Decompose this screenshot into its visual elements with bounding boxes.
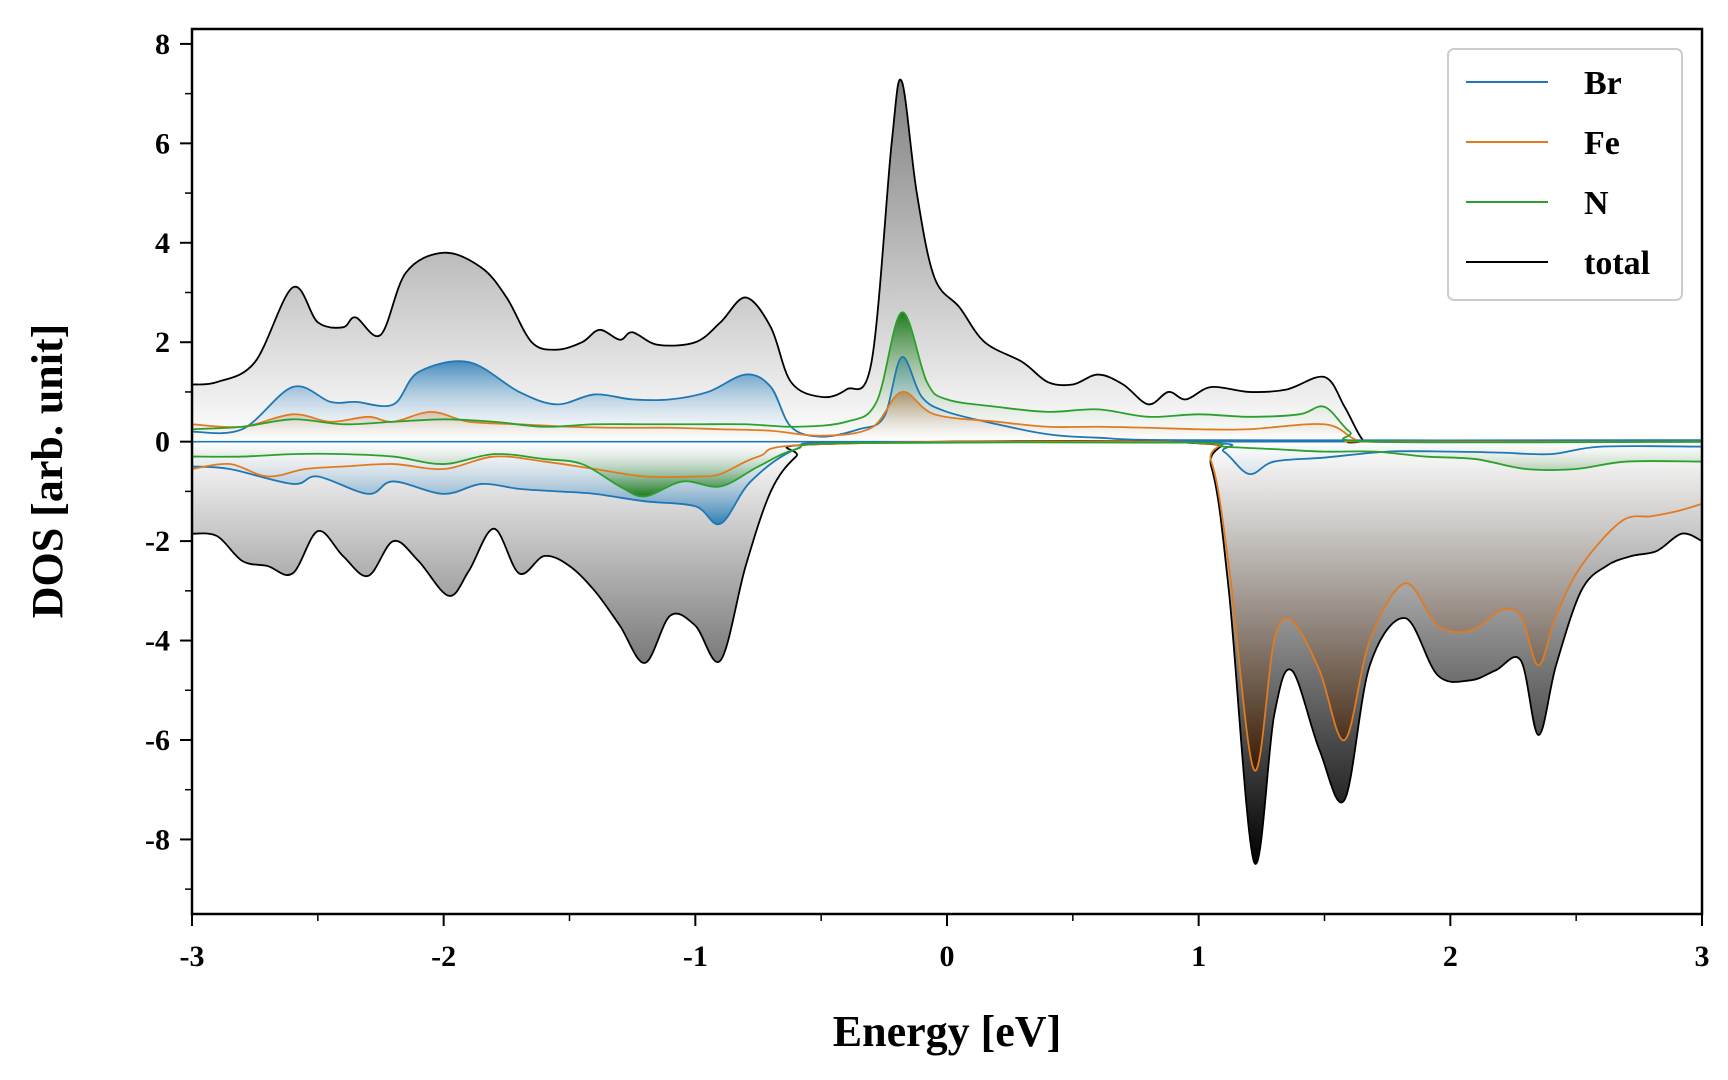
x-tick-label: 2 xyxy=(1443,940,1458,973)
fill-br-spin-up xyxy=(192,356,1702,442)
tick-layer: -3 -2 -1 0 1 2 3 -8 -6 -4 -2 0 2 4 6 8 xyxy=(145,28,1710,973)
x-tick-label: -3 xyxy=(180,940,205,973)
line-fe-spin-down xyxy=(192,440,1702,772)
x-axis-title: Energy [eV] xyxy=(833,1007,1062,1056)
y-tick-label: -2 xyxy=(145,525,170,558)
line-n-spin-up xyxy=(192,311,1702,444)
x-tick-label: 1 xyxy=(1191,940,1206,973)
y-tick-label: -6 xyxy=(145,724,170,757)
y-tick-label: 0 xyxy=(155,426,170,459)
legend-label-fe: Fe xyxy=(1584,125,1620,162)
y-tick-label: 6 xyxy=(155,127,170,160)
fill-n-spin-down xyxy=(192,441,1702,497)
legend-box xyxy=(1447,48,1683,301)
y-axis-title: DOS [arb. unit] xyxy=(23,324,72,619)
legend-label-n: N xyxy=(1584,185,1609,222)
line-n-spin-down xyxy=(192,441,1702,498)
fill-layer xyxy=(192,79,1702,864)
fill-total-spin-up xyxy=(192,79,1702,443)
y-tick-label: 2 xyxy=(155,326,170,359)
y-tick-label: -8 xyxy=(145,823,170,856)
y-tick-label: 4 xyxy=(155,227,170,260)
fill-n-spin-up xyxy=(192,312,1702,443)
legend-label-br: Br xyxy=(1584,65,1622,102)
x-tick-label: 3 xyxy=(1695,940,1710,973)
y-tick-label: 8 xyxy=(155,28,170,61)
legend-label-total: total xyxy=(1584,245,1650,282)
x-tick-label: -2 xyxy=(431,940,456,973)
y-tick-label: -4 xyxy=(145,625,170,658)
x-tick-label: 0 xyxy=(940,940,955,973)
line-total-spin-up xyxy=(192,78,1702,444)
line-layer xyxy=(192,78,1702,865)
line-br-spin-down xyxy=(192,440,1702,526)
fill-fe-spin-down xyxy=(192,441,1702,771)
x-tick-label: -1 xyxy=(683,940,708,973)
line-br-spin-up xyxy=(192,356,1702,442)
